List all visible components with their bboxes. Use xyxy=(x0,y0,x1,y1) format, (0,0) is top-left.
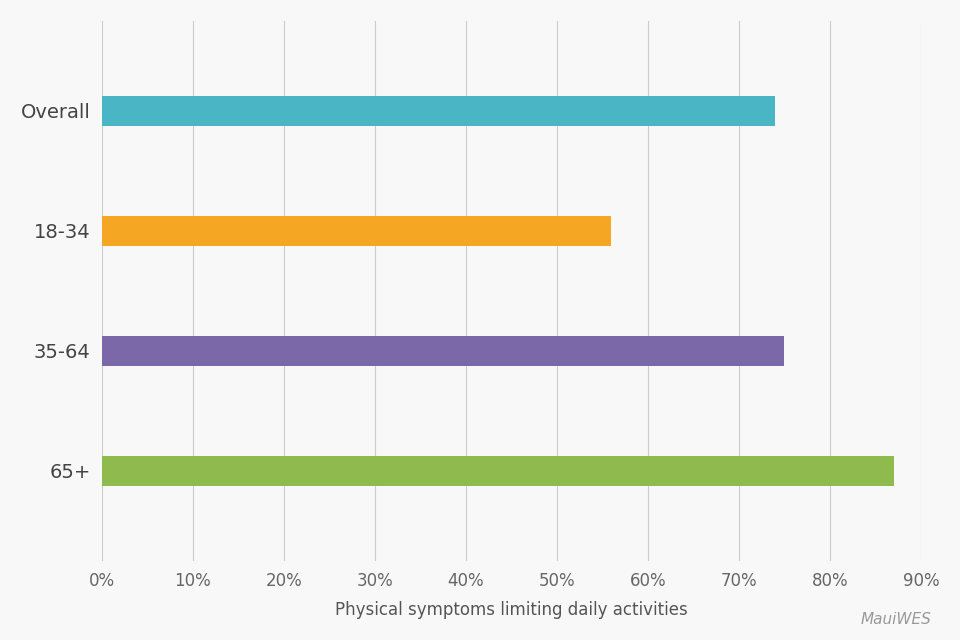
X-axis label: Physical symptoms limiting daily activities: Physical symptoms limiting daily activit… xyxy=(335,601,687,619)
Bar xyxy=(102,336,784,366)
Bar xyxy=(102,216,612,246)
Bar xyxy=(102,456,894,486)
Bar xyxy=(102,95,776,126)
Text: MauiWES: MauiWES xyxy=(860,612,931,627)
